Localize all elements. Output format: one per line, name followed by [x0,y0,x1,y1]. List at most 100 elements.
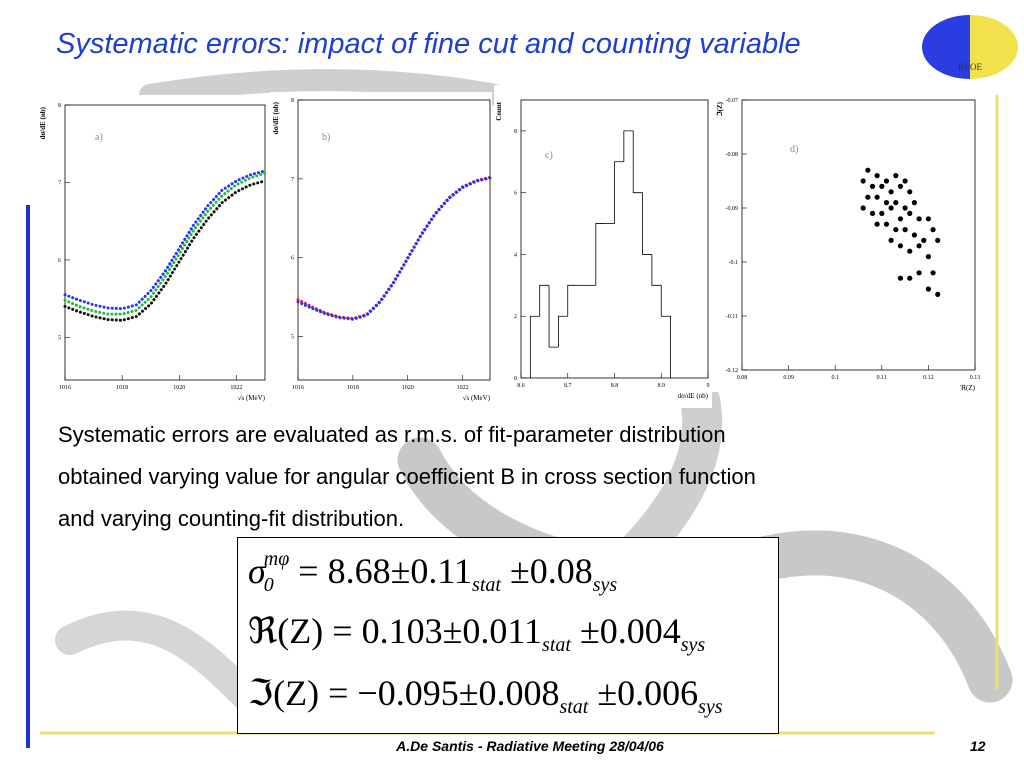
equation: σ0mφ = 8.68±0.11stat ±0.08sys [248,548,617,597]
scatter-point [930,270,936,276]
scatter-point [879,210,885,216]
slide-title: Systematic errors: impact of fine cut an… [56,28,801,60]
scatter-point [879,183,885,189]
x-tick-label: 8.9 [658,383,666,389]
x-axis-label: √s (MeV) [463,394,491,402]
scatter-point [897,275,904,281]
scatter-point [893,173,899,179]
eq-stat-label: stat [559,696,589,719]
x-tick-label: 0.1 [831,375,839,381]
eq-rel: = [332,611,353,651]
panel-label: a) [95,132,103,143]
y-tick-label: -0.1 [729,260,739,266]
x-tick-label: 1016 [292,385,304,391]
scatter-point [911,232,918,238]
x-tick-label: 1018 [347,385,359,391]
scatter-point [869,210,876,216]
x-tick-label: 0.12 [923,375,934,381]
scatter-point [874,194,880,200]
scatter-point [907,189,913,195]
scatter-point [916,243,922,249]
y-tick-label: -0.08 [726,152,739,158]
scatter-point [935,291,941,297]
scatter-point [921,237,927,243]
x-tick-label: 1020 [402,385,414,391]
scatter-point [907,210,913,216]
eq-stat: 0.011 [462,611,543,651]
x-tick-label: 0.13 [970,375,981,381]
scatter-point [925,216,932,222]
eq-pm: ± [390,551,411,591]
y-tick-label: -0.11 [726,314,738,320]
x-axis-label: ℜ(Z) [960,384,975,392]
body-line: obtained varying value for angular coeff… [58,464,756,489]
histogram-bin [567,284,578,317]
eq-sub: 0 [263,574,274,597]
series-line [296,176,492,321]
scatter-point [916,270,922,276]
histogram-bin [651,254,662,286]
eq-value: 0.103 [361,611,443,651]
logo-half [922,15,970,79]
x-tick-label: 0.09 [783,375,794,381]
scatter-point [860,178,866,184]
eq-pm: ± [579,611,600,651]
scatter-point [893,200,899,206]
eq-stat-label: stat [542,634,571,657]
y-tick-label: 8 [291,98,294,104]
y-axis-label: ℑ(Z) [716,101,724,117]
x-tick-label: 9 [707,383,710,389]
scatter-point [883,200,890,206]
eq-sys: 0.006 [617,673,699,713]
eq-stat: 0.008 [478,673,560,713]
scatter-point [883,178,890,184]
eq-pm: ± [442,611,463,651]
scatter-point [865,194,871,200]
scatter-point [897,243,904,249]
scatter-point [930,227,936,233]
equation: ℜ(Z) = 0.103±0.011stat ±0.004sys [248,610,705,657]
plot-frame [64,104,266,381]
x-tick-label: 8.8 [611,383,619,389]
eq-lhs: σ [248,551,266,591]
eq-sys: 0.004 [599,611,681,651]
x-tick-label: 8.6 [517,383,525,389]
scatter-point [888,237,894,243]
scatter-point [874,173,880,179]
x-tick-label: 0.08 [737,375,748,381]
x-axis-label: √s (MeV) [238,394,266,402]
y-tick-label: 6 [514,191,517,197]
scatter-point [897,183,904,189]
panel-background [712,92,990,392]
scatter-point [897,216,904,222]
histogram-bin [595,223,606,286]
eq-sys-label: sys [698,696,723,719]
y-tick-label: 7 [291,177,294,183]
scatter-point [883,221,890,227]
scatter-point [925,286,932,292]
logo-half [970,15,1018,79]
y-tick-label: -0.07 [726,98,739,104]
x-tick-label: 1020 [173,385,185,391]
histogram-bin [539,284,550,317]
histogram-bin [558,315,568,348]
eq-value: 8.68 [327,551,391,591]
scatter-point [911,200,918,206]
scatter-point [902,227,908,233]
eq-rel: = [298,551,319,591]
plot-frame [297,99,491,381]
eq-sys: 0.08 [529,551,593,591]
series-line [63,179,267,322]
y-axis-label: Count [495,101,503,120]
scatter-point [869,183,876,189]
histogram-bin [623,130,634,162]
histogram-bin [642,192,652,255]
y-tick-label: 5 [291,335,294,341]
y-tick-label: 0 [514,376,517,382]
x-tick-label: 0.11 [877,375,887,381]
eq-lhs: ℑ(Z) [248,673,320,713]
scatter-point [935,237,941,243]
histogram-bin [660,285,671,378]
